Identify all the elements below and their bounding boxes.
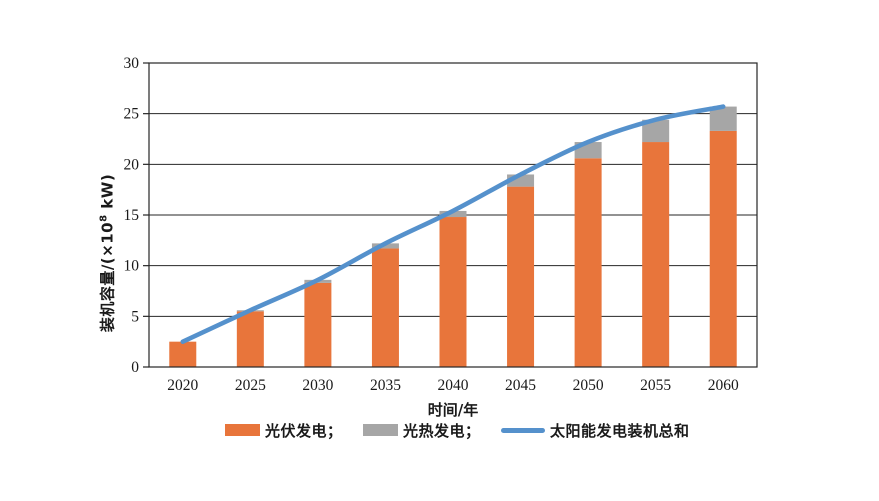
legend-item-csp: 光热发电； [363,420,481,440]
bar-segment-pv [642,142,670,367]
x-axis-title: 时间/年 [427,401,479,419]
bar-segment-pv [507,186,535,367]
y-tick-label: 30 [124,55,140,72]
y-tick-label: 10 [124,258,140,275]
y-axis-title-text: 装机容量/(×10 [98,221,117,333]
x-tick-label: 2050 [573,377,604,394]
y-axis-title: 装机容量/(×108 kW) [97,174,118,332]
legend-label-total: 太阳能发电装机总和 [550,421,690,440]
pv-color-swatch [225,424,260,436]
y-tick-label: 25 [124,106,140,123]
bar-segment-csp [642,119,670,143]
total-line-swatch [501,427,545,433]
bar-segment-csp [439,210,467,218]
x-tick-label: 2045 [505,377,536,394]
bar-segment-pv [574,158,602,367]
y-axis-title-superscript: 8 [98,214,110,222]
bar-segment-pv [439,217,467,367]
csp-color-swatch [363,424,398,436]
x-tick-label: 2040 [438,377,469,394]
bar-segment-csp [709,106,737,131]
x-tick-label: 2030 [302,377,333,394]
x-tick-label: 2020 [167,377,198,394]
legend-item-total: 太阳能发电装机总和 [501,420,690,440]
legend-label-csp: 光热发电； [403,421,481,440]
bar-segment-pv [371,248,399,367]
bar-segment-pv [169,341,197,367]
y-axis-title-unit: kW) [98,173,117,215]
legend: 光伏发电； 光热发电； 太阳能发电装机总和 [0,420,879,442]
y-tick-label: 5 [131,308,139,325]
x-tick-label: 2055 [640,377,671,394]
legend-label-pv: 光伏发电； [265,421,343,440]
x-tick-label: 2025 [235,377,266,394]
bar-segment-pv [304,282,332,367]
legend-item-pv: 光伏发电； [225,420,343,440]
y-tick-label: 0 [131,359,139,376]
total-line [180,104,726,344]
bar-segment-pv [709,130,737,367]
x-tick-label: 2035 [370,377,401,394]
bar-segment-pv [236,311,264,367]
y-tick-label: 15 [124,207,140,224]
x-tick-label: 2060 [708,377,739,394]
y-tick-label: 20 [124,156,140,173]
